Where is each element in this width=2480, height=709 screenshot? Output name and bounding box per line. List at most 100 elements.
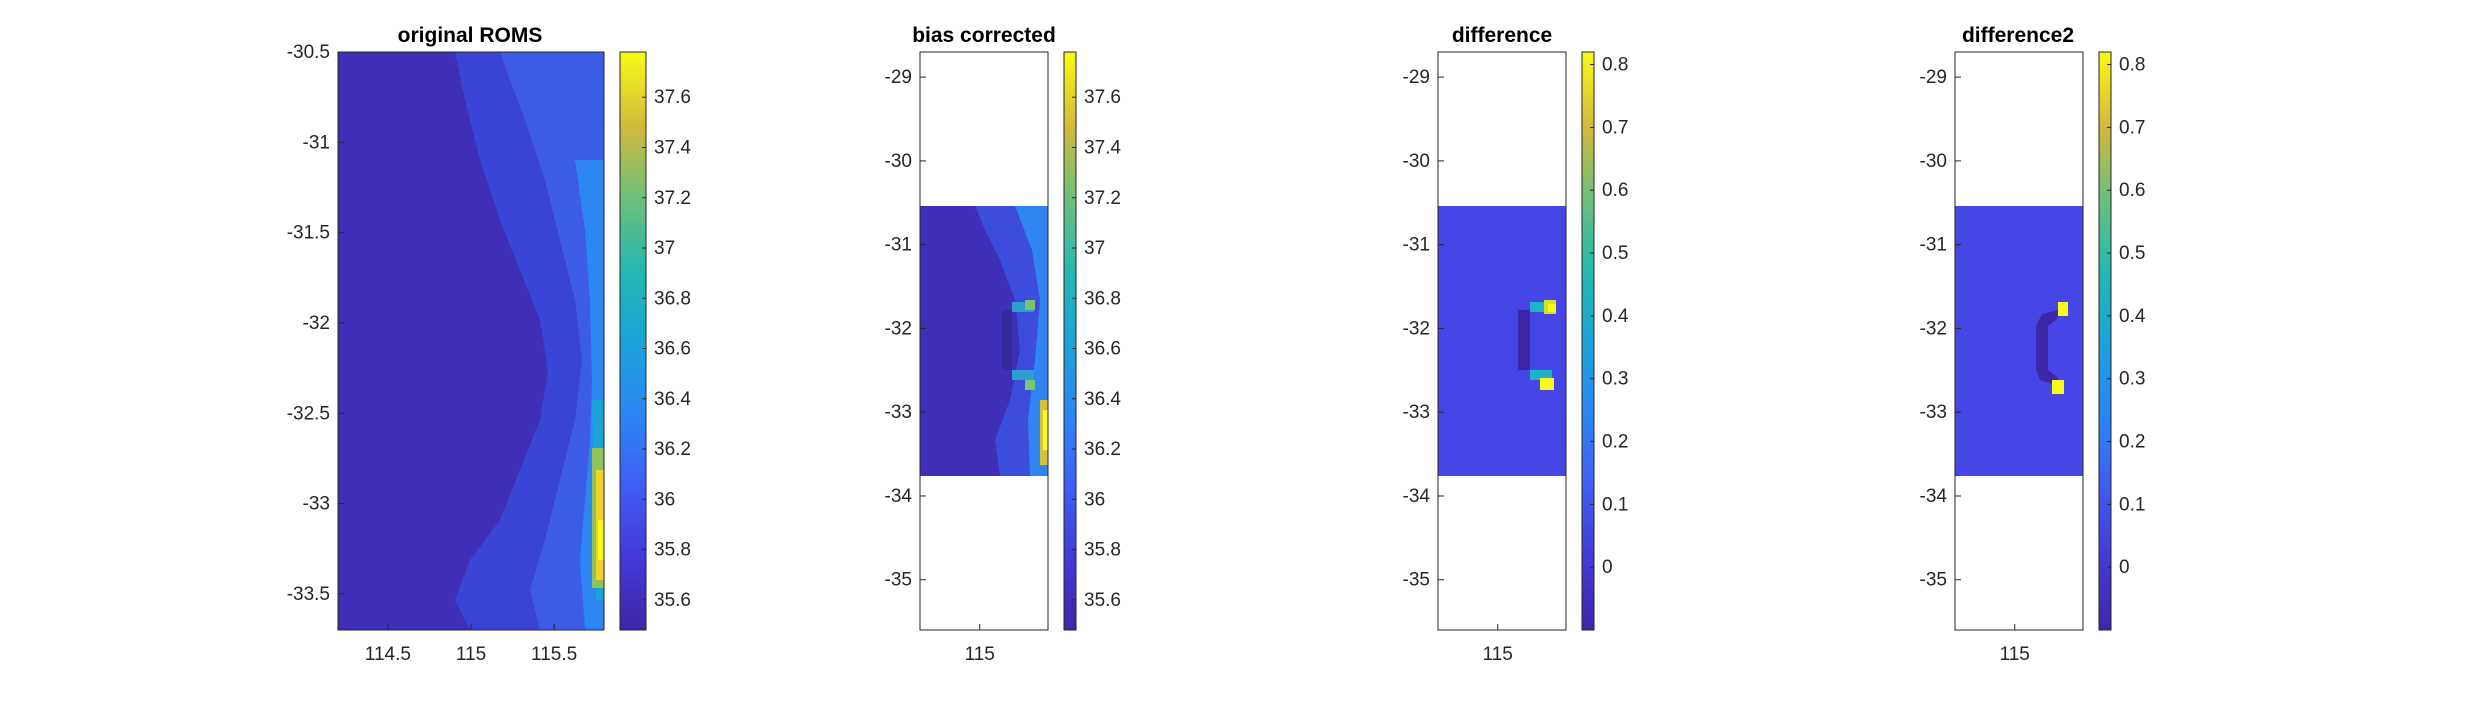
panel-title: bias corrected xyxy=(912,24,1056,47)
colorbar-tick-label: 0.3 xyxy=(2119,369,2145,390)
axes-box xyxy=(1954,51,2084,631)
x-tick-label: 115 xyxy=(965,644,995,665)
colorbar-tick-label: 0.4 xyxy=(2119,306,2146,327)
y-tick-label: -30 xyxy=(1920,151,1947,172)
colorbar-ticks: 0 0.1 0.2 0.3 0.4 0.5 0.6 0.7 0.8 xyxy=(2107,55,2146,578)
colorbar-tick-label: 36.6 xyxy=(654,339,691,360)
colorbar-tick-label: 0.8 xyxy=(1602,55,1628,76)
x-tick-label: 115 xyxy=(456,644,486,665)
x-tick-label: 114.5 xyxy=(365,644,411,665)
colorbar-tick-label: 0.5 xyxy=(2119,243,2145,264)
x-axis: 115 xyxy=(2000,624,2030,665)
colorbar-tick-label: 37.4 xyxy=(654,137,691,158)
x-axis: 115 xyxy=(965,624,995,665)
colorbar-tick-label: 0.7 xyxy=(2119,117,2145,138)
colorbar-tick-label: 0.2 xyxy=(1602,432,1628,453)
colorbar-tick-label: 37 xyxy=(654,238,675,259)
heatmap-field xyxy=(1438,206,1566,476)
y-tick-label: -33 xyxy=(885,402,912,423)
y-tick-label: -34 xyxy=(1403,486,1431,507)
y-tick-label: -30 xyxy=(1403,151,1430,172)
panel-difference2: difference2 -29-30-31-32-33-34-35 115 00… xyxy=(1920,24,2146,665)
y-tick-label: -31 xyxy=(885,235,912,256)
y-tick-label: -32.5 xyxy=(287,403,330,424)
colorbar-tick-label: 37.6 xyxy=(1084,87,1121,108)
panel-title: difference2 xyxy=(1962,24,2074,47)
colorbar-tick-label: 0.6 xyxy=(1602,180,1628,201)
y-axis: -29 -30 -31 -32 -33 -34 -35 xyxy=(1920,67,1961,591)
colorbar xyxy=(1581,51,1595,631)
colorbar-tick-label: 0.5 xyxy=(1602,243,1628,264)
y-tick-label: -34 xyxy=(1920,486,1948,507)
y-tick-label: -33 xyxy=(303,494,330,515)
colorbar-tick-label: 0 xyxy=(1602,557,1613,578)
colorbar xyxy=(2098,51,2112,631)
axes-box xyxy=(919,51,1049,631)
panel-bias-corrected: bias corrected -29 -30 -31 -32 -33 -34 -35 115… xyxy=(885,24,1122,665)
y-tick-label: -33 xyxy=(1920,402,1947,423)
y-tick-label: -32 xyxy=(1403,318,1430,339)
colorbar xyxy=(1063,51,1077,631)
y-tick-label: -31.5 xyxy=(287,223,330,244)
panel-title: difference xyxy=(1452,24,1552,47)
colorbar-tick-label: 0.4 xyxy=(1602,306,1629,327)
colorbar-tick-label: 0.1 xyxy=(2119,494,2145,515)
colorbar-ticks: 35.6 35.8 36 36.2 36.4 36.6 36.8 37 37.2 37.4 37.6 xyxy=(642,87,691,611)
colorbar-tick-label: 37 xyxy=(1084,238,1105,259)
y-tick-label: -32 xyxy=(1920,318,1947,339)
y-tick-label: -29 xyxy=(1403,67,1430,88)
panel-difference: difference -29 -30 -31 -32 -33 -34 -35 115 0 0.… xyxy=(1403,24,1629,665)
y-axis: -30.5 -31 -31.5 -32 -32.5 -33 -33.5 xyxy=(287,42,344,605)
colorbar-tick-label: 36 xyxy=(1084,489,1105,510)
colorbar-tick-label: 0.1 xyxy=(1602,494,1628,515)
colorbar-tick-label: 37.6 xyxy=(654,87,691,108)
colorbar-tick-label: 36.2 xyxy=(654,439,691,460)
colorbar-tick-label: 0.6 xyxy=(2119,180,2145,201)
colorbar-tick-label: 37.4 xyxy=(1084,137,1121,158)
y-tick-label: -34 xyxy=(885,486,913,507)
y-tick-label: -30.5 xyxy=(287,42,330,63)
colorbar-tick-label: 0.8 xyxy=(2119,55,2145,76)
y-tick-label: -33 xyxy=(1403,402,1430,423)
colorbar-tick-label: 36.6 xyxy=(1084,339,1121,360)
y-axis: -29 -30 -31 -32 -33 -34 -35 xyxy=(885,67,926,591)
panel-original-roms: original ROMS -30.5-31-31.5-32-32.5-33-3… xyxy=(287,24,692,665)
axes-box xyxy=(1437,51,1567,631)
colorbar-tick-label: 35.8 xyxy=(654,540,691,561)
y-tick-label: -35 xyxy=(885,570,912,591)
y-tick-label: -29 xyxy=(1920,67,1947,88)
colorbar-tick-label: 36.2 xyxy=(1084,439,1121,460)
x-axis: 114.5 115 115.5 xyxy=(365,624,577,665)
y-tick-label: -32 xyxy=(303,313,330,334)
y-tick-label: -33.5 xyxy=(287,584,330,605)
panel-title: original ROMS xyxy=(398,24,543,47)
y-tick-label: -32 xyxy=(885,318,912,339)
x-tick-label: 115 xyxy=(1483,644,1513,665)
colorbar-tick-label: 36.4 xyxy=(654,389,691,410)
colorbar-tick-label: 36.4 xyxy=(1084,389,1121,410)
colorbar-tick-label: 35.8 xyxy=(1084,540,1121,561)
colorbar-tick-label: 37.2 xyxy=(654,188,691,209)
colorbar-tick-label: 36 xyxy=(654,489,675,510)
y-tick-label: -30 xyxy=(885,151,912,172)
y-tick-label: -31 xyxy=(1403,235,1430,256)
y-tick-label: -29 xyxy=(885,67,912,88)
x-tick-label: 115.5 xyxy=(531,644,577,665)
colorbar-tick-label: 0.7 xyxy=(1602,117,1628,138)
x-tick-label: 115 xyxy=(2000,644,2030,665)
y-tick-label: -35 xyxy=(1403,570,1430,591)
colorbar-tick-label: 36.8 xyxy=(1084,288,1121,309)
colorbar-tick-label: 0 xyxy=(2119,557,2130,578)
colorbar-ticks: 0 0.1 0.2 0.3 0.4 0.5 0.6 0.7 0.8 xyxy=(1590,55,1629,578)
colorbar-tick-label: 0.3 xyxy=(1602,369,1628,390)
correction-bracket xyxy=(1002,310,1012,370)
y-tick-label: -35 xyxy=(1920,570,1947,591)
colorbar-tick-label: 35.6 xyxy=(1084,590,1121,611)
colorbar-tick-label: 36.8 xyxy=(654,288,691,309)
colorbar-tick-label: 0.2 xyxy=(2119,432,2145,453)
heatmap-field xyxy=(920,206,1048,476)
colorbar xyxy=(619,51,647,631)
x-axis: 115 xyxy=(1483,624,1513,665)
heatmap-field xyxy=(338,52,604,630)
